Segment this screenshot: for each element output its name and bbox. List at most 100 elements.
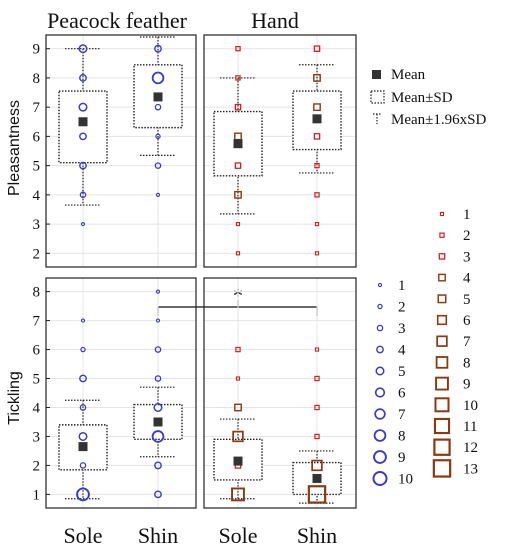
- mean-marker: [153, 92, 163, 102]
- data-point: [154, 346, 162, 353]
- data-point: [234, 403, 242, 412]
- y-tick-label: 2: [33, 458, 41, 474]
- size-legend-label: 11: [463, 419, 477, 435]
- size-legend-marker: [435, 376, 449, 391]
- data-point: [151, 71, 165, 85]
- y-tick-label: 6: [33, 343, 41, 359]
- legend-ci-marker: [373, 113, 381, 124]
- data-point: [78, 102, 88, 112]
- data-point: [234, 190, 242, 199]
- size-legend-label: 1: [398, 278, 406, 294]
- data-point: [313, 45, 321, 52]
- size-legend-label: 12: [463, 440, 478, 456]
- title-peacock-feather: Peacock feather: [47, 8, 188, 33]
- data-point: [231, 487, 245, 502]
- xlabel-shin-left: Shin: [138, 523, 178, 548]
- data-point: [151, 430, 165, 443]
- size-legend-marker: [432, 459, 452, 478]
- size-legend-label: 6: [463, 313, 471, 329]
- data-point: [76, 487, 90, 502]
- data-point: [78, 431, 88, 441]
- data-point: [155, 192, 161, 197]
- size-legend-label: 5: [463, 292, 471, 308]
- legend: Mean Mean±SD Mean±1.96xSD: [370, 67, 486, 128]
- data-point: [313, 133, 321, 140]
- size-legend-marker: [434, 397, 450, 413]
- size-legend-marker: [439, 232, 445, 238]
- group-sole: [213, 346, 263, 502]
- data-point: [80, 318, 86, 323]
- xlabel-sole-right: Sole: [218, 523, 257, 548]
- data-point: [155, 289, 161, 294]
- size-legend-marker: [436, 314, 448, 326]
- y-tick-label: 8: [33, 285, 41, 301]
- panel-frame: [45, 277, 197, 509]
- size-legend-label: 2: [463, 228, 471, 244]
- mean-marker: [78, 442, 88, 452]
- data-point: [155, 318, 161, 323]
- size-legend-label: 7: [463, 334, 471, 350]
- size-legend-label: 2: [398, 300, 406, 316]
- size-legend-label: 3: [398, 321, 406, 337]
- data-point: [235, 376, 241, 381]
- size-legend-marker: [377, 303, 383, 310]
- panel-2: [203, 34, 357, 268]
- data-point: [78, 44, 88, 54]
- data-point: [154, 162, 162, 169]
- panel-1: 2 3 4 5 6 7 8 9: [33, 34, 197, 268]
- data-point: [79, 462, 87, 469]
- data-point: [153, 402, 163, 412]
- size-legend-marker: [372, 471, 388, 486]
- panel-3: 1 2 3 4 5 6 7 8: [33, 277, 197, 509]
- size-legend-label: 7: [398, 407, 406, 423]
- group-sole: [213, 45, 263, 256]
- data-point: [307, 485, 327, 504]
- panel-frame: [203, 277, 357, 509]
- data-point: [232, 430, 244, 443]
- mean-marker: [312, 473, 322, 483]
- data-point: [235, 346, 241, 353]
- legend-sd-label: Mean±SD: [391, 90, 453, 106]
- data-point: [234, 162, 242, 169]
- size-legend-marker: [373, 450, 387, 464]
- mean-marker: [233, 456, 243, 466]
- size-legend-label: 9: [398, 450, 406, 466]
- size-legend-marker: [376, 324, 384, 332]
- size-legend-marker: [377, 282, 383, 288]
- data-point: [154, 490, 162, 499]
- data-point: [314, 192, 320, 198]
- y-tick-label: 4: [33, 400, 41, 416]
- size-legend-marker: [437, 294, 447, 304]
- size-legend-label: 8: [463, 355, 471, 371]
- group-shin: [133, 36, 183, 197]
- data-point: [235, 75, 241, 81]
- legend-mean-marker: [372, 70, 381, 79]
- data-point: [314, 404, 320, 411]
- data-point: [314, 375, 320, 382]
- size-legend-label: 3: [463, 249, 471, 265]
- sd-box: [292, 461, 342, 496]
- size-legend-label: 13: [463, 461, 478, 477]
- mean-marker: [153, 417, 163, 427]
- size-legend-label: 9: [463, 377, 471, 393]
- size-legend-marker: [438, 253, 446, 260]
- y-tick-label: 1: [33, 487, 41, 503]
- title-hand: Hand: [251, 8, 299, 33]
- data-point: [314, 347, 320, 352]
- data-point: [80, 221, 86, 227]
- size-legend-label: 10: [463, 398, 478, 414]
- panel-frame: [203, 34, 357, 268]
- y-tick-label: 6: [33, 129, 41, 145]
- group-shin: [292, 45, 342, 256]
- data-point: [313, 103, 321, 112]
- ylabel-tickling: Tickling: [6, 371, 23, 425]
- data-point: [235, 221, 241, 227]
- data-point: [79, 404, 87, 411]
- size-legend-marker: [376, 345, 384, 354]
- data-point: [154, 44, 162, 53]
- size-legend-marker: [436, 335, 448, 347]
- size-legend-label: 4: [398, 343, 406, 359]
- y-tick-label: 3: [33, 217, 41, 233]
